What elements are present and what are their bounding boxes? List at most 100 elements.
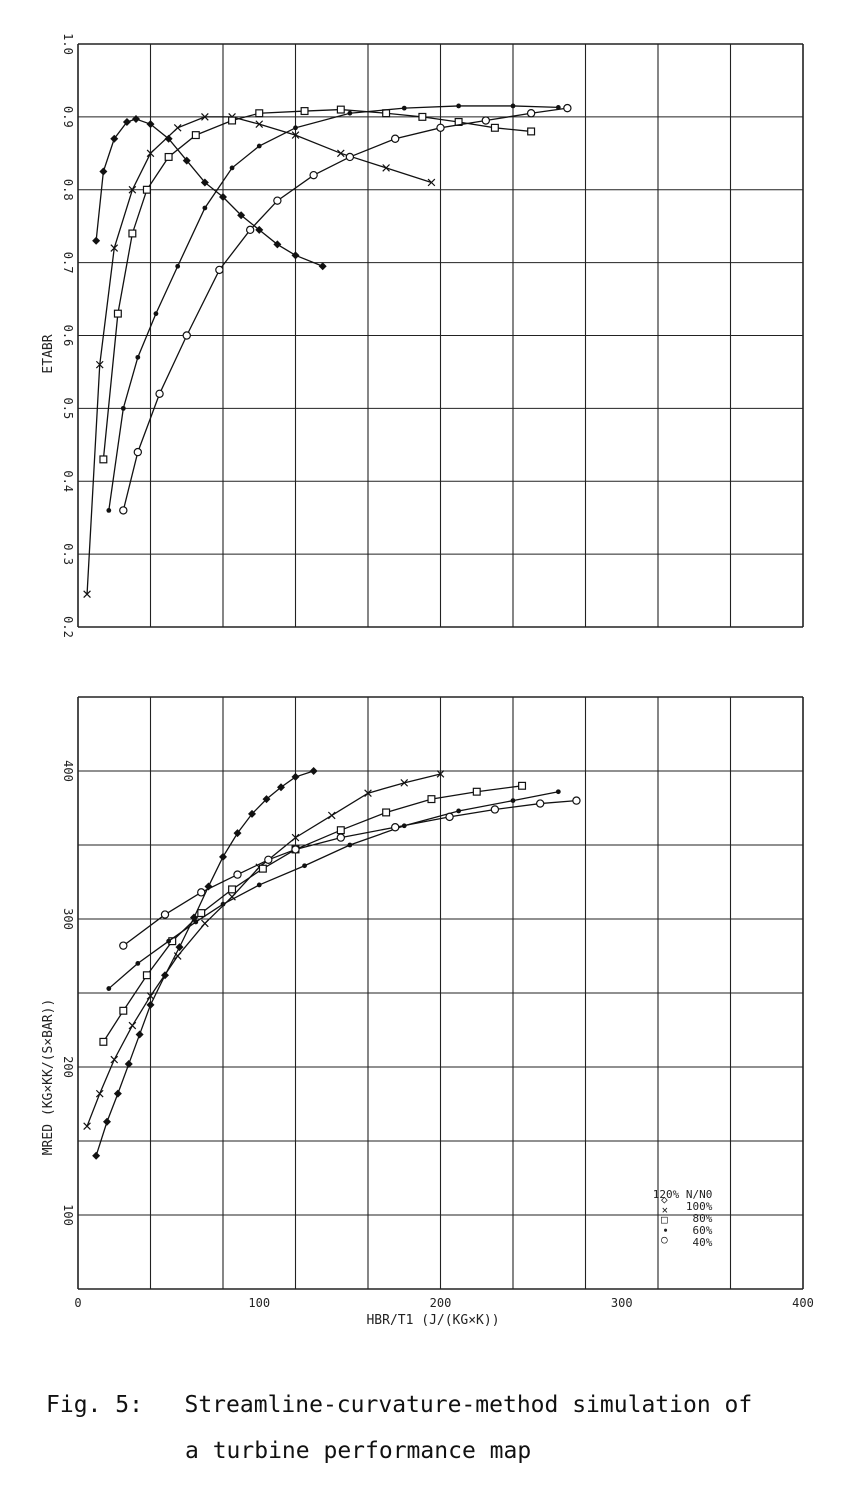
efficiency-chart: 0.2 0.3 0.4 0.5 0.6 0.7 0.8 0.9 1.0 ETABR xyxy=(41,33,804,638)
x-tick-label: 0 xyxy=(74,1296,81,1310)
data-point xyxy=(436,123,445,133)
data-point xyxy=(472,787,481,796)
data-point xyxy=(135,354,141,360)
mass-flow-series xyxy=(83,767,581,1160)
data-point xyxy=(160,910,170,919)
data-point xyxy=(228,885,237,894)
data-point xyxy=(309,170,318,180)
data-point xyxy=(193,919,199,925)
efficiency-series xyxy=(83,103,572,599)
turbine-performance-figure: 0.2 0.3 0.4 0.5 0.6 0.7 0.8 0.9 1.0 ETABR 100 200… xyxy=(41,33,814,1328)
series-line xyxy=(102,108,532,460)
y-tick-label: 0.6 xyxy=(61,325,75,347)
data-point xyxy=(256,882,262,888)
figure-caption-line-1: Fig. 5: Streamline-curvature-method simu… xyxy=(46,1392,752,1418)
data-point xyxy=(327,811,336,820)
efficiency-y-axis-label: ETABR xyxy=(41,334,56,373)
data-point xyxy=(219,193,227,202)
data-point xyxy=(173,123,182,132)
data-point xyxy=(110,1055,119,1064)
data-point xyxy=(132,115,140,124)
data-point xyxy=(255,109,264,118)
data-point xyxy=(490,805,500,814)
figure-number: Fig. 5: xyxy=(46,1392,143,1418)
legend-symbol: • xyxy=(659,1227,672,1234)
data-point xyxy=(248,809,256,818)
data-point xyxy=(400,779,409,787)
data-point xyxy=(155,389,164,398)
data-point xyxy=(142,971,151,980)
efficiency-grid xyxy=(77,43,804,628)
data-point xyxy=(103,1117,111,1126)
data-point xyxy=(166,938,172,944)
data-point xyxy=(277,783,285,792)
x-tick-label: 200 xyxy=(430,1296,452,1310)
data-point xyxy=(490,123,499,132)
data-point xyxy=(233,829,242,838)
data-point xyxy=(510,103,516,109)
data-point xyxy=(119,1006,128,1015)
data-point xyxy=(173,952,182,960)
data-point xyxy=(146,1000,155,1009)
data-point xyxy=(201,919,209,928)
efficiency-tick-labels: 0.2 0.3 0.4 0.5 0.6 0.7 0.8 0.9 1.0 xyxy=(61,33,75,638)
data-point xyxy=(83,590,91,599)
data-point xyxy=(427,795,436,804)
data-point xyxy=(197,888,206,897)
data-point xyxy=(99,455,108,464)
data-point xyxy=(527,127,536,136)
legend-label: 80% xyxy=(693,1212,713,1225)
data-point xyxy=(293,125,298,131)
data-point xyxy=(518,781,527,790)
data-point xyxy=(135,1030,144,1039)
data-point xyxy=(190,913,198,922)
series-line xyxy=(86,773,441,1127)
data-point xyxy=(572,796,581,805)
data-point xyxy=(318,262,327,271)
data-point xyxy=(382,109,391,118)
data-point xyxy=(119,506,128,515)
data-point xyxy=(202,205,208,211)
data-point xyxy=(110,134,119,143)
data-point xyxy=(309,767,318,775)
data-point xyxy=(99,167,108,176)
figure-caption-line-2: a turbine performance map xyxy=(185,1438,532,1464)
data-point xyxy=(120,405,126,411)
legend-symbol: ◇ xyxy=(659,1197,672,1204)
data-point xyxy=(264,855,273,865)
y-tick-label: 400 xyxy=(61,760,75,782)
data-point xyxy=(153,311,159,317)
data-point xyxy=(256,143,262,149)
legend-label: 60% xyxy=(693,1224,713,1237)
legend-label: 120% N/N0 xyxy=(653,1188,713,1201)
data-point xyxy=(228,116,237,125)
data-point xyxy=(347,842,353,848)
mass-flow-grid xyxy=(77,696,804,1290)
data-point xyxy=(273,240,282,249)
data-point xyxy=(124,1060,133,1069)
data-point xyxy=(445,812,454,822)
data-point xyxy=(219,852,227,861)
data-point xyxy=(291,845,300,854)
series-line xyxy=(122,799,577,947)
data-point xyxy=(182,331,191,340)
data-point xyxy=(418,112,427,121)
data-point xyxy=(427,178,436,187)
data-point xyxy=(255,225,264,234)
mass-flow-tick-labels: 100 200 300 400 0 100 200 300 400 xyxy=(61,760,814,1310)
data-point xyxy=(563,103,572,113)
data-point xyxy=(258,864,267,873)
y-tick-label: 0.5 xyxy=(61,398,75,420)
y-tick-label: 0.9 xyxy=(61,106,75,128)
y-tick-label: 200 xyxy=(61,1056,75,1078)
data-point xyxy=(220,901,226,907)
data-point xyxy=(382,808,391,817)
data-point xyxy=(133,447,143,457)
data-point xyxy=(106,986,112,991)
data-point xyxy=(336,105,345,114)
data-point xyxy=(291,772,300,781)
y-tick-label: 0.7 xyxy=(61,252,75,274)
data-point xyxy=(345,152,355,162)
data-point xyxy=(555,789,561,795)
data-point xyxy=(401,105,407,111)
